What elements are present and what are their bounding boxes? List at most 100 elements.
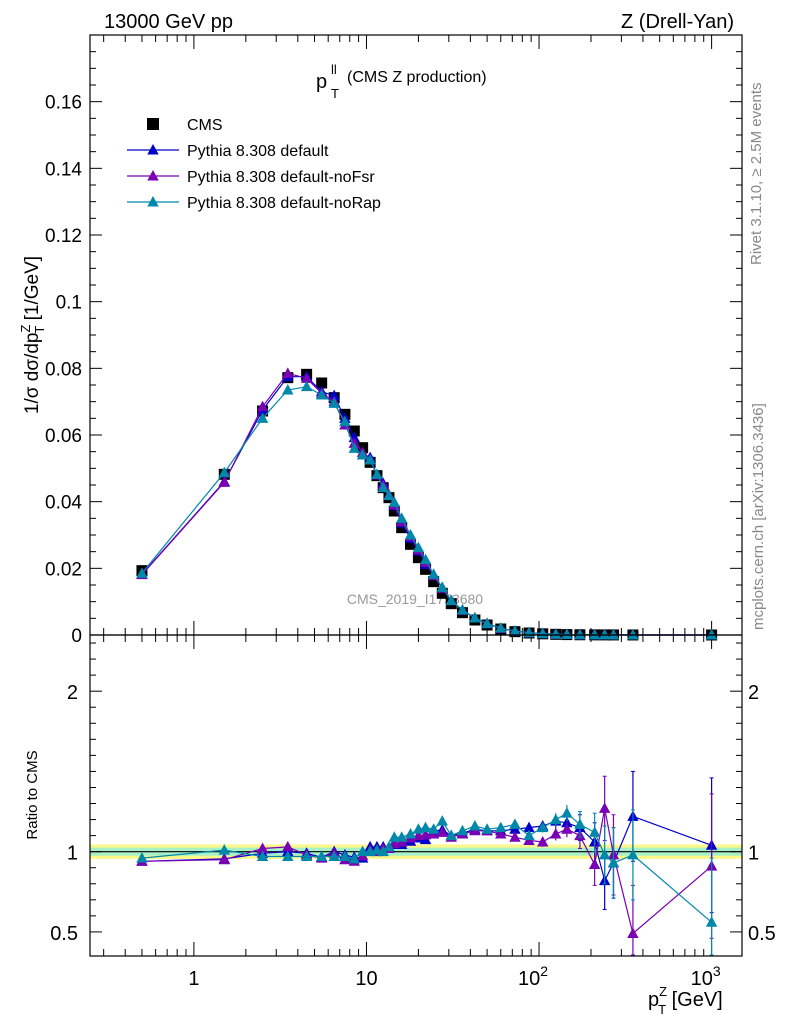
main-point-norap — [427, 568, 440, 579]
ratio-ytick-label-right: 2 — [748, 682, 759, 704]
main-point-norap — [588, 628, 601, 640]
analysis-watermark: CMS_2019_I1753680 — [347, 591, 483, 607]
main-point-default — [328, 389, 340, 401]
main-point-norap — [218, 466, 230, 478]
ratio-point-nofsr — [536, 836, 549, 847]
main-point-norap — [412, 541, 425, 553]
legend-label-norap: Pythia 8.308 default-noRap — [187, 195, 381, 212]
ratio-point-nofsr — [436, 826, 448, 837]
rivet-version-label: Rivet 3.1.10, ≥ 2.5M events — [748, 83, 765, 266]
ratio-point-norap — [588, 826, 601, 837]
main-point-norap — [356, 449, 369, 460]
main-point-norap — [574, 628, 586, 640]
legend: CMS Pythia 8.308 default Pythia 8.308 defa… — [127, 117, 381, 212]
main-ytick-label: 0.12 — [45, 226, 82, 247]
main-point-norap — [339, 415, 351, 427]
ratio-point-norap — [328, 850, 340, 861]
ratio-point-norap — [536, 821, 549, 833]
ratio-point-nofsr — [419, 828, 432, 840]
main-point-norap — [561, 628, 573, 639]
ratio-point-norap — [436, 815, 448, 826]
ratio-point-norap — [339, 850, 351, 861]
legend-label-nofsr: Pythia 8.308 default-noFsr — [187, 169, 375, 186]
main-point-norap — [419, 553, 432, 565]
ratio-point-norap — [550, 813, 562, 825]
xtick-label: 10 — [355, 968, 377, 990]
main-ylabel: 1/σ dσ/dpZT [1/GeV] — [18, 256, 47, 414]
ratio-point-norap — [348, 852, 360, 864]
main-point-cms — [388, 505, 400, 517]
ratio-point-norap — [218, 844, 230, 855]
ratio-series — [136, 770, 718, 956]
ratio-point-nofsr — [218, 853, 230, 865]
ratio-point-norap — [377, 845, 389, 857]
legend-entry-default: Pythia 8.308 default — [127, 143, 329, 160]
energy-label: 13000 GeV pp — [104, 11, 233, 33]
main-point-cms — [348, 425, 360, 437]
process-label: Z (Drell-Yan) — [621, 11, 734, 33]
main-point-norap — [436, 581, 448, 592]
main-point-norap — [495, 622, 507, 633]
legend-entry-norap: Pythia 8.308 default-noRap — [127, 195, 381, 212]
legend-label-default: Pythia 8.308 default — [187, 143, 329, 160]
ratio-ytick-label-right: 0.5 — [748, 923, 776, 945]
main-title: p ll T (CMS Z production) — [316, 62, 487, 101]
ratio-point-norap — [427, 823, 440, 834]
main-point-norap — [509, 625, 521, 636]
mcplots-label: mcplots.cern.ch [arXiv:1306.3436] — [750, 403, 767, 630]
main-point-norap — [388, 496, 401, 507]
main-point-cms — [436, 587, 448, 599]
ratio-point-nofsr — [627, 927, 639, 939]
ratio-point-norap — [523, 829, 535, 841]
legend-entry-nofsr: Pythia 8.308 default-noFsr — [127, 169, 375, 186]
ratio-series-nofsr — [136, 775, 718, 956]
ratio-point-norap — [419, 821, 432, 833]
main-ytick-label: 0.14 — [45, 159, 82, 180]
legend-entry-cms: CMS — [147, 117, 223, 134]
title-subscript: T — [331, 86, 339, 101]
main-point-norap — [315, 389, 328, 400]
ratio-point-norap — [395, 831, 408, 842]
main-point-norap — [627, 628, 639, 640]
ratio-frame — [89, 634, 743, 957]
main-point-norap — [481, 617, 493, 629]
ratio-ytick-label: 2 — [67, 682, 78, 704]
main-point-nofsr — [300, 372, 313, 383]
main-point-norap — [328, 397, 340, 408]
main-point-nofsr — [282, 367, 294, 378]
main-point-nofsr — [218, 476, 230, 487]
main-ytick-label: 0 — [71, 626, 82, 647]
ratio-uncertainty-bands — [90, 844, 742, 859]
ratio-point-nofsr — [550, 828, 562, 839]
ratio-point-norap — [256, 850, 269, 861]
ratio-point-norap — [388, 831, 401, 842]
main-ytick-label: 0.1 — [56, 293, 82, 314]
ratio-point-norap — [315, 850, 328, 861]
main-point-norap — [377, 481, 389, 493]
legend-marker-default — [147, 144, 159, 155]
main-point-cms — [428, 576, 440, 588]
legend-marker-norap — [147, 196, 159, 207]
ratio-ytick-label-right: 1 — [748, 843, 759, 865]
ratio-point-norap — [383, 840, 395, 852]
ratio-point-norap — [404, 828, 417, 839]
ratio-point-norap — [495, 821, 507, 833]
ratio-point-norap — [598, 848, 611, 860]
ratio-point-nofsr — [588, 858, 601, 870]
ratio-point-norap — [282, 850, 294, 861]
main-point-norap — [395, 512, 408, 523]
ratio-ytick-label: 1 — [67, 843, 78, 865]
main-point-norap — [136, 567, 148, 578]
ratio-point-norap — [300, 850, 313, 861]
main-point-norap — [282, 384, 294, 395]
ratio-point-norap — [469, 819, 481, 831]
main-axes: 0 0.02 0.04 0.06 0.08 0.1 0.12 0.14 0.16 — [45, 35, 742, 647]
ratio-axes: 0.5 0.5 1 1 2 2 1 10 102 103 — [50, 635, 776, 990]
ratio-point-norap — [456, 824, 469, 836]
main-point-norap — [705, 628, 718, 640]
xtick-label: 103 — [691, 963, 721, 990]
main-ytick-label: 0.06 — [45, 426, 82, 447]
legend-marker-nofsr — [147, 170, 159, 181]
xtick-label: 102 — [518, 963, 548, 990]
